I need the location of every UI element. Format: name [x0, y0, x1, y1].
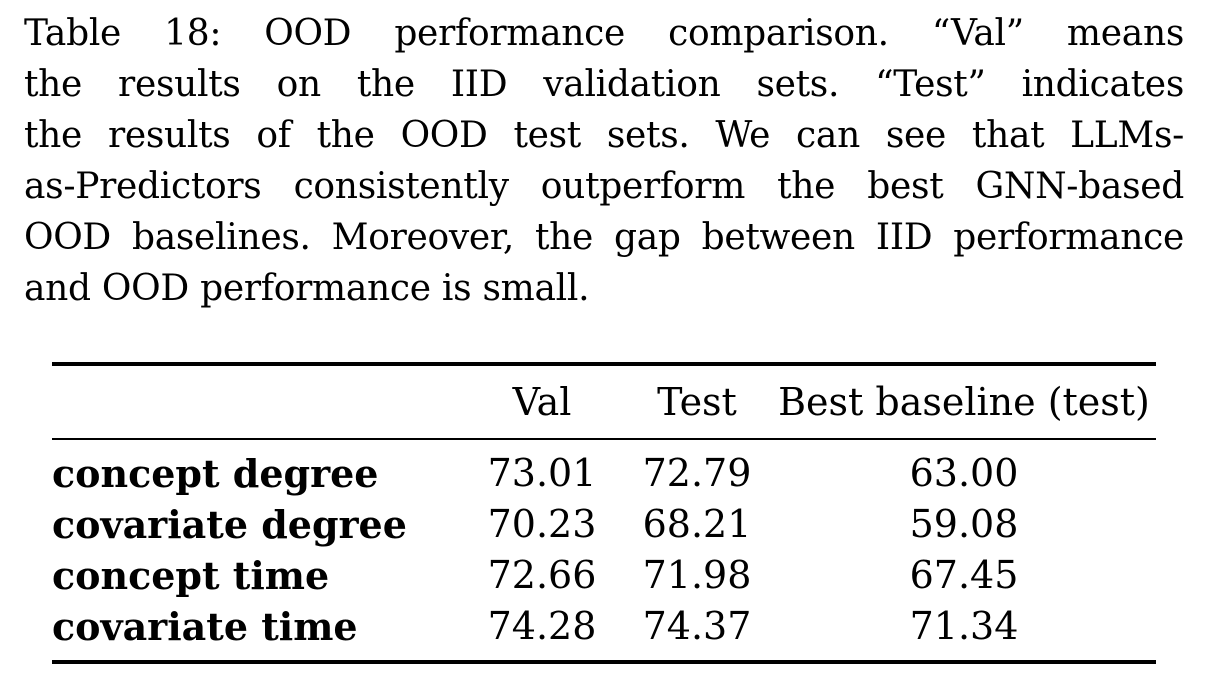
caption-line: as-Predictors consistently outperform th…: [24, 166, 1184, 207]
best-baseline-cell: 67.45: [909, 553, 1019, 597]
test-cell: 74.37: [642, 604, 752, 648]
table-caption: Table 18: OOD performance comparison. “V…: [24, 8, 1184, 314]
table-row: covariate degree 70.23 68.21 59.08: [52, 499, 1156, 550]
caption-line: Table 18: OOD performance comparison. “V…: [24, 13, 1184, 54]
best-baseline-cell: 59.08: [909, 502, 1019, 546]
ood-performance-table: Val Test Best baseline (test) concept de…: [52, 362, 1156, 664]
test-cell: 68.21: [642, 502, 752, 546]
caption-line: the results on the IID validation sets. …: [24, 64, 1184, 105]
table-row: concept degree 73.01 72.79 63.00: [52, 439, 1156, 499]
test-cell: 72.79: [642, 451, 752, 495]
header-test: Test: [657, 380, 737, 424]
test-cell: 71.98: [642, 553, 752, 597]
val-cell: 72.66: [487, 553, 597, 597]
table-header-row: Val Test Best baseline (test): [52, 364, 1156, 439]
caption-line: OOD baselines. Moreover, the gap between…: [24, 217, 1184, 258]
header-empty: [52, 364, 462, 439]
results-table-container: Val Test Best baseline (test) concept de…: [52, 362, 1156, 664]
table-row: concept time 72.66 71.98 67.45: [52, 550, 1156, 601]
header-best-baseline: Best baseline (test): [778, 380, 1150, 424]
row-label: covariate time: [52, 604, 358, 649]
row-label: concept time: [52, 553, 330, 598]
row-label: concept degree: [52, 451, 379, 496]
val-cell: 73.01: [487, 451, 597, 495]
best-baseline-cell: 71.34: [909, 604, 1019, 648]
caption-line: the results of the OOD test sets. We can…: [24, 115, 1184, 156]
header-val: Val: [512, 380, 572, 424]
table-row: covariate time 74.28 74.37 71.34: [52, 601, 1156, 662]
val-cell: 70.23: [487, 502, 597, 546]
caption-line: and OOD performance is small.: [24, 268, 590, 309]
val-cell: 74.28: [487, 604, 597, 648]
row-label: covariate degree: [52, 502, 407, 547]
best-baseline-cell: 63.00: [909, 451, 1019, 495]
